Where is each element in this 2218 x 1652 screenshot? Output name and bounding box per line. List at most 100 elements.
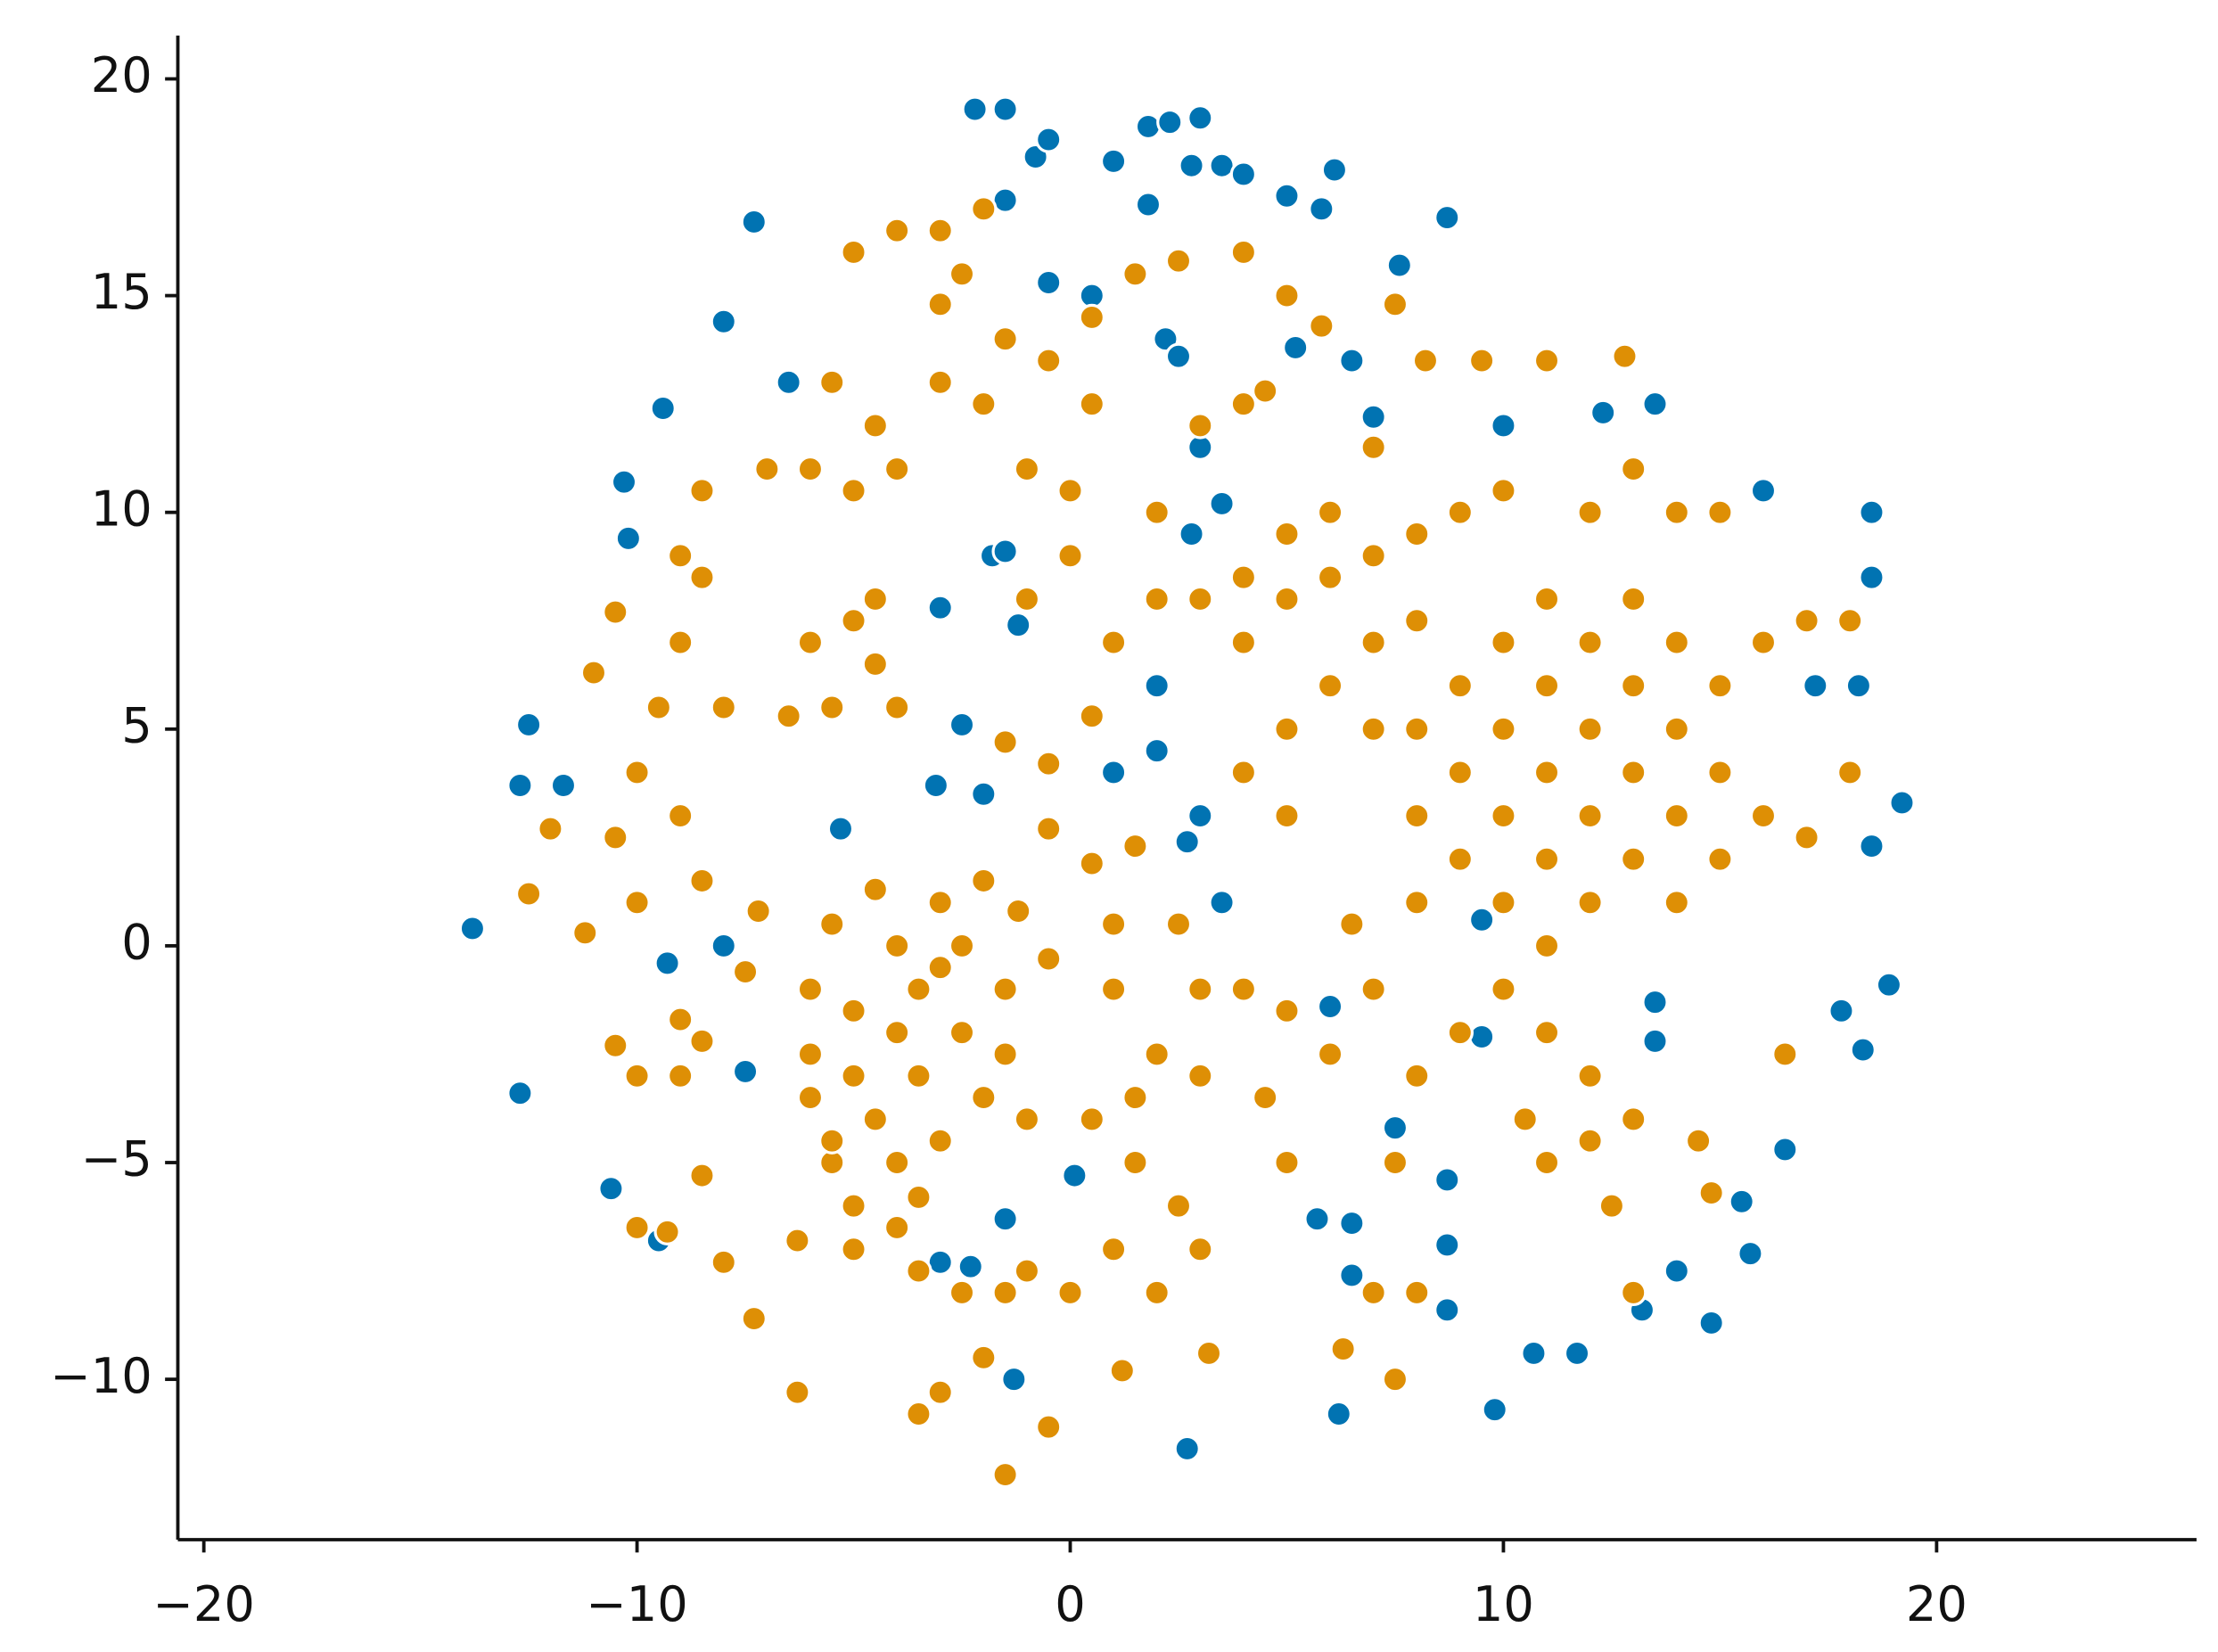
point xyxy=(610,468,638,496)
point xyxy=(1273,585,1301,613)
point xyxy=(710,694,737,721)
point xyxy=(1143,736,1171,765)
point xyxy=(1381,1114,1409,1142)
point xyxy=(905,1257,932,1285)
point xyxy=(1490,629,1517,656)
y-tick-label: 10 xyxy=(91,481,152,537)
point xyxy=(1620,1105,1647,1133)
point xyxy=(1056,477,1084,505)
point xyxy=(1013,585,1041,613)
point xyxy=(1173,828,1201,856)
point xyxy=(549,771,578,800)
point xyxy=(1061,1162,1088,1189)
point xyxy=(840,477,867,505)
point xyxy=(1576,715,1604,743)
point xyxy=(1511,1105,1539,1133)
point xyxy=(991,1040,1019,1068)
point xyxy=(1108,1357,1136,1385)
point xyxy=(1446,845,1474,873)
point xyxy=(1641,390,1669,418)
point xyxy=(1737,1239,1764,1268)
point xyxy=(1446,759,1474,786)
point xyxy=(1360,975,1387,1003)
point xyxy=(970,390,998,418)
point xyxy=(1360,715,1387,743)
point xyxy=(1360,1278,1387,1307)
point xyxy=(1320,156,1349,184)
point xyxy=(1403,1062,1431,1089)
point xyxy=(1143,585,1171,613)
point xyxy=(991,1278,1019,1307)
point xyxy=(1035,268,1063,297)
point xyxy=(883,1213,911,1242)
point xyxy=(796,975,825,1003)
point xyxy=(818,694,846,721)
point xyxy=(571,919,599,947)
point xyxy=(970,867,998,895)
point xyxy=(1134,112,1162,141)
point xyxy=(1836,759,1864,786)
point xyxy=(1316,498,1344,526)
point xyxy=(1446,672,1474,700)
point xyxy=(602,1031,629,1059)
point xyxy=(1134,191,1162,218)
point xyxy=(1706,498,1734,526)
point xyxy=(1403,1278,1431,1307)
point xyxy=(1187,801,1214,830)
point xyxy=(1178,152,1205,179)
point xyxy=(1229,563,1258,591)
point xyxy=(1229,238,1258,267)
point xyxy=(1802,672,1829,700)
point xyxy=(926,291,954,318)
point xyxy=(926,889,954,916)
y-tick-label: −5 xyxy=(81,1131,152,1188)
point xyxy=(1620,759,1647,786)
point xyxy=(1620,845,1647,873)
point xyxy=(1078,303,1105,332)
point xyxy=(861,1105,889,1133)
point xyxy=(1663,889,1690,916)
point xyxy=(1749,629,1778,656)
point xyxy=(796,1083,825,1112)
point xyxy=(688,1162,716,1189)
point xyxy=(1099,759,1128,786)
point xyxy=(861,650,889,678)
point xyxy=(861,412,889,440)
point xyxy=(991,1460,1019,1489)
point xyxy=(1164,1192,1193,1220)
point xyxy=(1099,147,1128,176)
point xyxy=(1849,1036,1877,1064)
point xyxy=(1035,945,1063,973)
point xyxy=(1490,801,1517,830)
point xyxy=(653,1218,681,1245)
point xyxy=(1308,195,1335,223)
point xyxy=(840,997,867,1024)
point xyxy=(1156,108,1184,136)
point xyxy=(991,538,1019,565)
point xyxy=(1121,832,1149,860)
point xyxy=(1338,1209,1366,1237)
point xyxy=(1663,801,1690,830)
point xyxy=(1381,1148,1409,1177)
point xyxy=(957,1253,984,1280)
point xyxy=(1005,897,1032,925)
point xyxy=(1187,104,1214,132)
point xyxy=(1532,845,1561,873)
y-tick-label: −10 xyxy=(50,1348,152,1404)
point xyxy=(1099,975,1128,1003)
point xyxy=(1433,1231,1461,1259)
point xyxy=(840,1192,867,1220)
point xyxy=(883,217,911,244)
point xyxy=(796,629,825,656)
point xyxy=(1381,1365,1409,1393)
point xyxy=(1303,1205,1331,1233)
point xyxy=(667,1062,694,1089)
point xyxy=(1875,971,1903,999)
point xyxy=(883,1019,911,1047)
point xyxy=(753,455,781,483)
point xyxy=(1706,759,1734,786)
point xyxy=(1360,629,1387,656)
point xyxy=(623,889,651,916)
point xyxy=(1749,477,1778,505)
